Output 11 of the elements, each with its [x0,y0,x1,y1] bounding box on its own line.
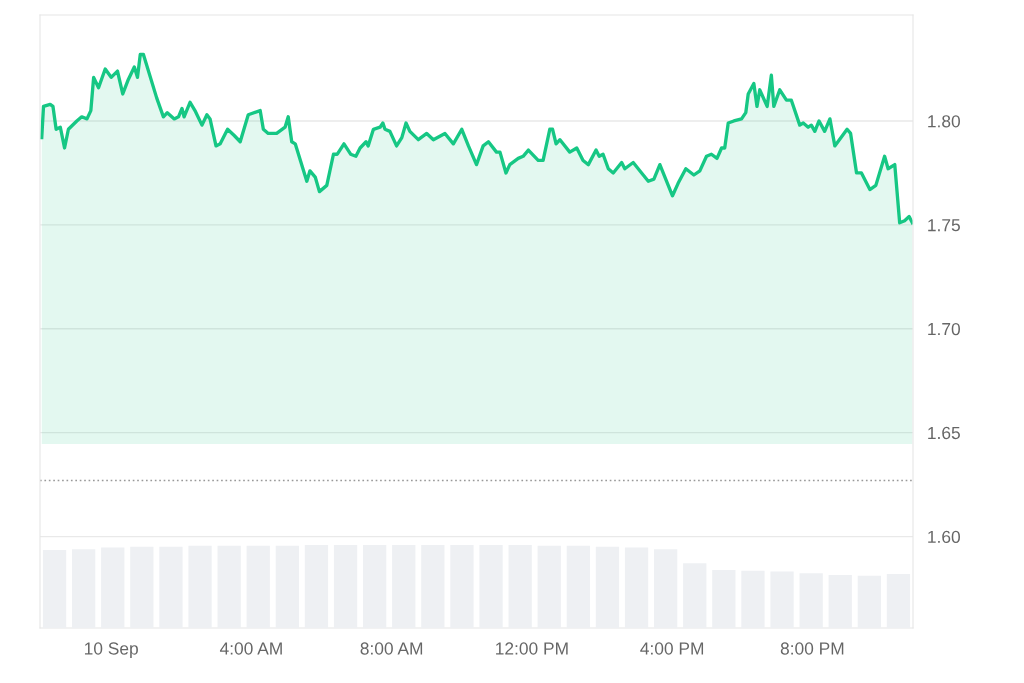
y-tick-label: 1.70 [928,322,960,336]
x-tick-label: 8:00 PM [780,642,844,655]
y-tick-label: 1.60 [928,530,960,544]
x-tick-label: 4:00 PM [640,642,704,655]
x-tick-label: 8:00 AM [360,642,423,655]
y-tick-label: 1.75 [928,219,960,232]
x-tick-label: 12:00 PM [496,642,568,655]
x-tick-label: 4:00 AM [219,642,282,655]
x-tick-label: 10 Sep [84,642,138,659]
y-tick-label: 1.80 [928,115,960,128]
y-tick-label: 1.65 [928,426,960,440]
